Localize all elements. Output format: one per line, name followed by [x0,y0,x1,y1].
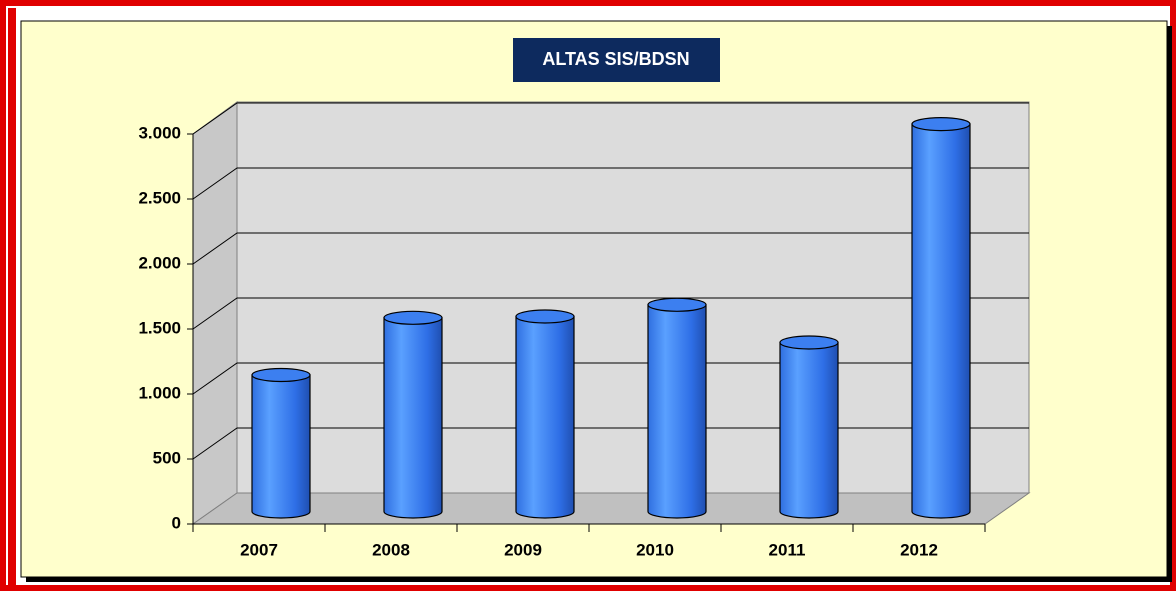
y-tick-label: 1.000 [138,383,181,402]
bar-body [647,304,707,519]
x-tick-label: 2008 [372,540,410,559]
grid-line [192,167,1029,200]
bar-body [251,374,311,519]
y-tick-label: 3.000 [138,123,181,142]
bar-body [383,317,443,519]
grid-line [192,297,1029,330]
grid-line [192,232,1029,265]
y-tick-label: 2.500 [138,188,181,207]
bar-top [383,310,443,325]
bar-body [779,341,839,519]
bar [251,367,311,519]
floor [191,492,1031,525]
bar [647,297,707,519]
bar [779,335,839,519]
x-tick-label: 2012 [900,540,938,559]
y-tick-label: 500 [153,448,181,467]
bar-body [911,123,971,519]
bar-top [911,116,971,132]
bar-top [515,309,575,324]
chart-title: ALTAS SIS/BDSN [542,49,689,69]
y-tick-label: 0 [172,513,181,532]
bar [515,309,575,519]
x-tick-label: 2009 [504,540,542,559]
frame-left [8,8,16,591]
title-box [513,38,720,82]
y-tick-label: 1.500 [138,318,181,337]
grid-line [192,362,1029,395]
bar [911,116,971,519]
bar-top [251,367,311,383]
x-tick-label: 2007 [240,540,278,559]
grid-line [192,427,1029,460]
grid-line [192,102,1029,135]
x-tick-label: 2011 [769,540,806,559]
bar-body [515,315,575,519]
bar [383,310,443,519]
x-tick-label: 2010 [636,540,674,559]
bar-top [779,335,839,350]
bar-top [647,297,707,312]
y-tick-label: 2.000 [138,253,181,272]
